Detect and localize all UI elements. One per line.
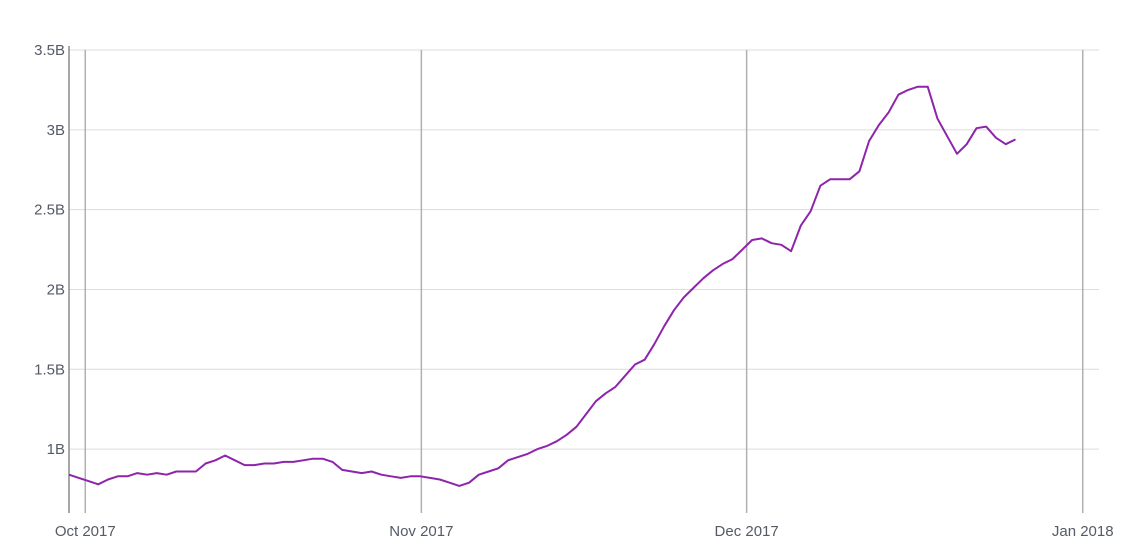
y-tick-label: 2B <box>47 281 65 298</box>
y-axis-tick-labels: 1B 1.5B 2B 2.5B 3B 3.5B <box>34 42 65 458</box>
horizontal-gridlines <box>69 49 1099 450</box>
x-tick-label: Nov 2017 <box>389 523 453 540</box>
y-tick-label: 1B <box>47 441 65 458</box>
x-tick-label: Jan 2018 <box>1052 523 1114 540</box>
x-axis-tick-labels: Oct 2017 Nov 2017 Dec 2017 Jan 2018 <box>55 523 1114 540</box>
y-tick-label: 3B <box>47 122 65 139</box>
vertical-gridlines <box>84 50 1084 513</box>
y-tick-label: 2.5B <box>34 202 65 219</box>
x-tick-label: Dec 2017 <box>715 523 779 540</box>
y-tick-label: 3.5B <box>34 42 65 59</box>
x-tick-label: Oct 2017 <box>55 523 116 540</box>
series-line <box>68 85 1016 487</box>
y-tick-label: 1.5B <box>34 361 65 378</box>
